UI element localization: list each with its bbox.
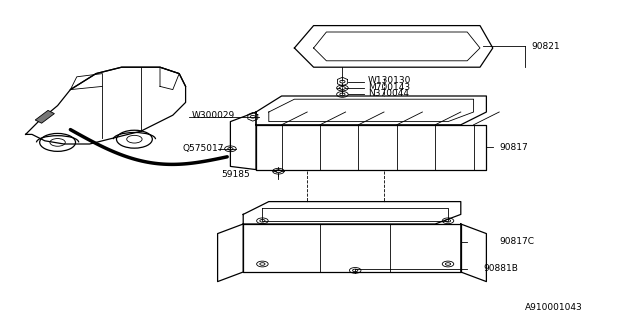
Text: 90817C: 90817C [499,237,534,246]
Text: N370044: N370044 [368,89,409,98]
Text: W130130: W130130 [368,76,412,85]
Text: 90881B: 90881B [483,264,518,273]
Polygon shape [35,110,54,123]
Text: 59185: 59185 [221,170,250,179]
Text: W300029: W300029 [192,111,236,120]
Text: Q575017: Q575017 [182,144,224,153]
Text: 90821: 90821 [531,42,560,51]
Text: 90817: 90817 [499,143,528,152]
Text: M700143: M700143 [368,83,410,92]
Text: A910001043: A910001043 [525,303,582,312]
